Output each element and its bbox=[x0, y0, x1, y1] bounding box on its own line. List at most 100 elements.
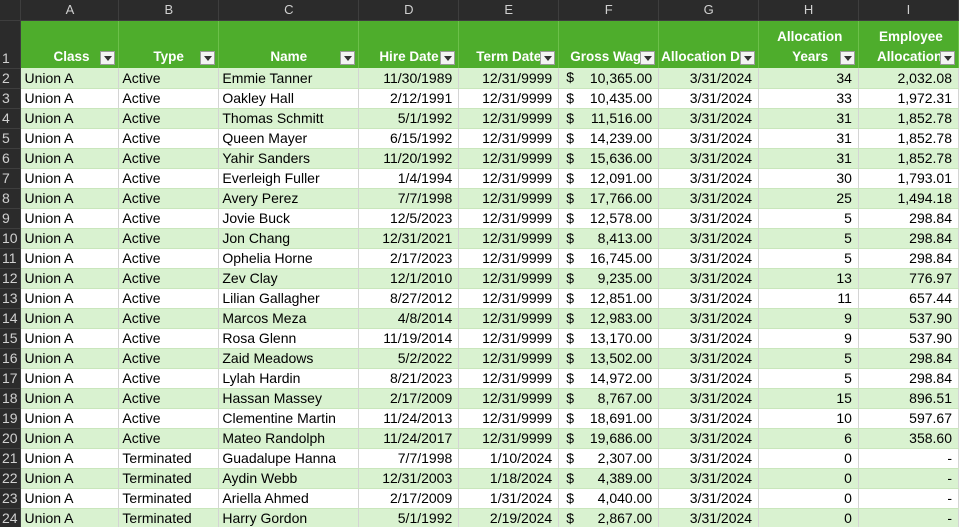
cell-name[interactable]: Oakley Hall bbox=[218, 88, 360, 109]
cell-gross-wage[interactable]: $12,091.00 bbox=[558, 168, 660, 189]
cell-employee-allocation[interactable]: 298.84 bbox=[858, 368, 959, 389]
cell-term-date[interactable]: 12/31/9999 bbox=[458, 348, 560, 369]
row-number[interactable]: 14 bbox=[0, 308, 22, 329]
cell-employee-allocation[interactable]: - bbox=[858, 468, 959, 489]
cell-hire-date[interactable]: 12/31/2003 bbox=[358, 468, 460, 489]
cell-name[interactable]: Jovie Buck bbox=[218, 208, 360, 229]
cell-allocation-years[interactable]: 5 bbox=[758, 248, 859, 269]
cell-class[interactable]: Union A bbox=[20, 468, 120, 489]
cell-type[interactable]: Active bbox=[118, 188, 220, 209]
cell-allocation-years[interactable]: 33 bbox=[758, 88, 859, 109]
row-number[interactable]: 5 bbox=[0, 128, 22, 149]
cell-type[interactable]: Terminated bbox=[118, 468, 220, 489]
cell-allocation-years[interactable]: 5 bbox=[758, 348, 859, 369]
cell-allocation-date[interactable]: 3/31/2024 bbox=[658, 448, 760, 469]
cell-class[interactable]: Union A bbox=[20, 208, 120, 229]
cell-hire-date[interactable]: 8/21/2023 bbox=[358, 368, 460, 389]
cell-type[interactable]: Active bbox=[118, 408, 220, 429]
cell-name[interactable]: Hassan Massey bbox=[218, 388, 360, 409]
cell-allocation-years[interactable]: 34 bbox=[758, 68, 859, 89]
cell-gross-wage[interactable]: $18,691.00 bbox=[558, 408, 660, 429]
cell-type[interactable]: Active bbox=[118, 208, 220, 229]
filter-dropdown-icon[interactable] bbox=[340, 51, 356, 65]
cell-term-date[interactable]: 12/31/9999 bbox=[458, 388, 560, 409]
cell-gross-wage[interactable]: $10,435.00 bbox=[558, 88, 660, 109]
cell-allocation-years[interactable]: 31 bbox=[758, 128, 859, 149]
cell-allocation-years[interactable]: 5 bbox=[758, 228, 859, 249]
cell-gross-wage[interactable]: $8,413.00 bbox=[558, 228, 660, 249]
column-header-d[interactable]: D bbox=[358, 0, 460, 21]
row-number[interactable]: 3 bbox=[0, 88, 22, 109]
row-number[interactable]: 10 bbox=[0, 228, 22, 249]
cell-class[interactable]: Union A bbox=[20, 388, 120, 409]
row-number[interactable]: 4 bbox=[0, 108, 22, 129]
cell-hire-date[interactable]: 8/27/2012 bbox=[358, 288, 460, 309]
cell-name[interactable]: Yahir Sanders bbox=[218, 148, 360, 169]
cell-employee-allocation[interactable]: 1,852.78 bbox=[858, 148, 959, 169]
cell-gross-wage[interactable]: $11,516.00 bbox=[558, 108, 660, 129]
cell-allocation-years[interactable]: 0 bbox=[758, 448, 859, 469]
cell-term-date[interactable]: 1/31/2024 bbox=[458, 488, 560, 509]
cell-gross-wage[interactable]: $2,867.00 bbox=[558, 508, 660, 527]
cell-allocation-years[interactable]: 0 bbox=[758, 488, 859, 509]
cell-term-date[interactable]: 12/31/9999 bbox=[458, 408, 560, 429]
cell-allocation-years[interactable]: 15 bbox=[758, 388, 859, 409]
cell-name[interactable]: Thomas Schmitt bbox=[218, 108, 360, 129]
cell-gross-wage[interactable]: $2,307.00 bbox=[558, 448, 660, 469]
cell-gross-wage[interactable]: $14,972.00 bbox=[558, 368, 660, 389]
cell-hire-date[interactable]: 7/7/1998 bbox=[358, 448, 460, 469]
cell-hire-date[interactable]: 1/4/1994 bbox=[358, 168, 460, 189]
cell-type[interactable]: Active bbox=[118, 108, 220, 129]
cell-gross-wage[interactable]: $12,983.00 bbox=[558, 308, 660, 329]
cell-term-date[interactable]: 12/31/9999 bbox=[458, 148, 560, 169]
cell-class[interactable]: Union A bbox=[20, 288, 120, 309]
cell-class[interactable]: Union A bbox=[20, 168, 120, 189]
cell-hire-date[interactable]: 5/1/1992 bbox=[358, 108, 460, 129]
cell-name[interactable]: Lilian Gallagher bbox=[218, 288, 360, 309]
cell-employee-allocation[interactable]: 776.97 bbox=[858, 268, 959, 289]
cell-type[interactable]: Active bbox=[118, 128, 220, 149]
header-type[interactable]: Type bbox=[118, 20, 220, 68]
cell-allocation-date[interactable]: 3/31/2024 bbox=[658, 68, 760, 89]
cell-allocation-date[interactable]: 3/31/2024 bbox=[658, 348, 760, 369]
cell-gross-wage[interactable]: $12,851.00 bbox=[558, 288, 660, 309]
cell-class[interactable]: Union A bbox=[20, 128, 120, 149]
cell-allocation-date[interactable]: 3/31/2024 bbox=[658, 408, 760, 429]
cell-name[interactable]: Aydin Webb bbox=[218, 468, 360, 489]
cell-type[interactable]: Terminated bbox=[118, 508, 220, 527]
row-number[interactable]: 23 bbox=[0, 488, 22, 509]
cell-allocation-date[interactable]: 3/31/2024 bbox=[658, 268, 760, 289]
cell-term-date[interactable]: 12/31/9999 bbox=[458, 428, 560, 449]
select-all-corner[interactable] bbox=[0, 0, 22, 21]
cell-allocation-years[interactable]: 25 bbox=[758, 188, 859, 209]
cell-allocation-years[interactable]: 5 bbox=[758, 208, 859, 229]
cell-employee-allocation[interactable]: 597.67 bbox=[858, 408, 959, 429]
cell-class[interactable]: Union A bbox=[20, 408, 120, 429]
cell-class[interactable]: Union A bbox=[20, 508, 120, 527]
cell-class[interactable]: Union A bbox=[20, 108, 120, 129]
cell-allocation-years[interactable]: 0 bbox=[758, 508, 859, 527]
cell-allocation-years[interactable]: 10 bbox=[758, 408, 859, 429]
cell-gross-wage[interactable]: $10,365.00 bbox=[558, 68, 660, 89]
cell-allocation-years[interactable]: 11 bbox=[758, 288, 859, 309]
cell-term-date[interactable]: 12/31/9999 bbox=[458, 128, 560, 149]
cell-term-date[interactable]: 12/31/9999 bbox=[458, 168, 560, 189]
cell-hire-date[interactable]: 2/17/2009 bbox=[358, 488, 460, 509]
cell-type[interactable]: Terminated bbox=[118, 448, 220, 469]
header-name[interactable]: Name bbox=[218, 20, 360, 68]
cell-name[interactable]: Clementine Martin bbox=[218, 408, 360, 429]
cell-name[interactable]: Jon Chang bbox=[218, 228, 360, 249]
cell-type[interactable]: Active bbox=[118, 288, 220, 309]
row-number[interactable]: 13 bbox=[0, 288, 22, 309]
cell-allocation-date[interactable]: 3/31/2024 bbox=[658, 128, 760, 149]
cell-gross-wage[interactable]: $8,767.00 bbox=[558, 388, 660, 409]
cell-hire-date[interactable]: 5/1/1992 bbox=[358, 508, 460, 527]
cell-hire-date[interactable]: 5/2/2022 bbox=[358, 348, 460, 369]
cell-name[interactable]: Ariella Ahmed bbox=[218, 488, 360, 509]
cell-allocation-date[interactable]: 3/31/2024 bbox=[658, 468, 760, 489]
cell-type[interactable]: Active bbox=[118, 228, 220, 249]
cell-term-date[interactable]: 1/18/2024 bbox=[458, 468, 560, 489]
cell-hire-date[interactable]: 11/24/2017 bbox=[358, 428, 460, 449]
row-number[interactable]: 8 bbox=[0, 188, 22, 209]
